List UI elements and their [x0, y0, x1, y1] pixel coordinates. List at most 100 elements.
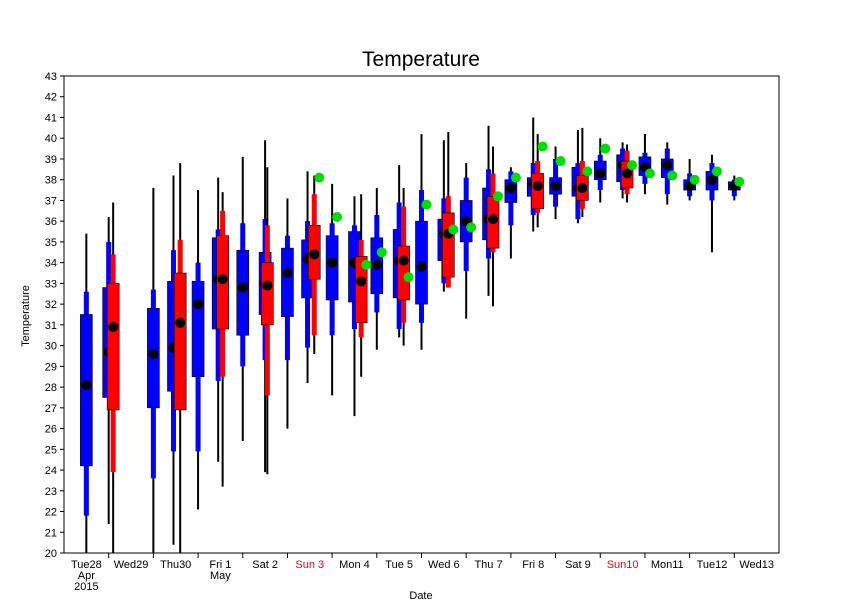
y-tick-label: 27: [45, 403, 57, 415]
y-tick-label: 23: [45, 486, 57, 498]
box-32: [576, 127, 589, 218]
x-tick-label: Sat 9: [565, 559, 591, 571]
box-median: [309, 249, 320, 260]
box-29: [531, 134, 544, 228]
box-11: [261, 167, 274, 475]
green-marker: [689, 174, 700, 185]
box-median: [550, 180, 561, 191]
box-median: [108, 321, 119, 332]
x-tick-label: Tue28: [71, 559, 102, 571]
box-17: [354, 194, 368, 377]
green-marker: [314, 172, 325, 183]
green-marker: [537, 141, 548, 152]
box-iqr: [325, 235, 339, 301]
y-tick-label: 25: [45, 444, 57, 456]
box-iqr: [191, 281, 205, 378]
box-18: [370, 187, 384, 350]
y-tick-label: 28: [45, 382, 57, 394]
box-median: [662, 160, 673, 171]
box-median: [371, 259, 382, 270]
box-median: [577, 182, 588, 193]
y-tick-label: 24: [45, 465, 57, 477]
box-8: [216, 192, 229, 487]
y-tick-label: 20: [45, 548, 57, 560]
green-marker: [493, 191, 503, 202]
box-30: [549, 146, 562, 220]
x-tick-label: Tue 5: [385, 559, 413, 571]
green-marker: [361, 259, 372, 270]
box-24: [459, 163, 473, 319]
y-tick-label: 35: [45, 237, 57, 249]
x-tick-label: Wed29: [114, 559, 149, 571]
chart-title: Temperature: [362, 48, 480, 71]
y-tick-label: 34: [45, 258, 57, 270]
box-median: [505, 182, 516, 193]
green-marker: [376, 247, 387, 258]
box-median: [81, 380, 92, 391]
box-median: [398, 255, 409, 266]
y-tick-label: 38: [45, 175, 57, 187]
x-tick-label: Fri 1: [209, 559, 231, 571]
box-14: [307, 175, 321, 354]
box-0: [80, 233, 93, 553]
green-marker: [555, 156, 566, 167]
green-marker: [582, 166, 593, 177]
green-marker: [627, 160, 638, 171]
y-tick-label: 21: [45, 527, 57, 539]
green-marker: [600, 143, 611, 154]
box-21: [415, 134, 428, 350]
box-median: [595, 168, 606, 179]
box-median: [193, 299, 204, 310]
y-tick-label: 39: [45, 154, 57, 166]
green-marker: [421, 199, 432, 210]
box-36: [638, 134, 652, 195]
y-tick-label: 29: [45, 361, 57, 373]
green-marker: [466, 222, 477, 233]
green-marker: [448, 224, 459, 235]
box-iqr: [261, 262, 274, 326]
y-tick-label: 41: [45, 112, 57, 124]
box-iqr: [173, 272, 187, 411]
box-iqr: [106, 283, 120, 411]
box-median: [237, 282, 248, 293]
box-median: [217, 274, 228, 285]
box-6: [191, 190, 205, 510]
y-tick-label: 36: [45, 216, 57, 228]
box-median: [622, 168, 633, 179]
y-tick-label: 40: [45, 133, 57, 145]
x-tick-label: Sun 3: [295, 559, 324, 571]
box-3: [147, 187, 160, 553]
y-tick-label: 32: [45, 299, 57, 311]
x-tick-label: 2015: [74, 581, 98, 593]
x-tick-label: Wed13: [739, 559, 774, 571]
box-15: [325, 183, 339, 396]
x-tick-label: Wed 6: [428, 559, 460, 571]
x-tick-label: Sun10: [607, 559, 639, 571]
box-median: [175, 317, 186, 328]
box-iqr: [236, 249, 250, 336]
x-tick-label: Tue12: [697, 559, 728, 571]
y-tick-label: 22: [45, 507, 57, 519]
box-iqr: [281, 247, 294, 317]
box-median: [282, 268, 293, 279]
x-tick-label: Thu30: [160, 559, 191, 571]
green-marker: [332, 212, 343, 223]
x-tick-label: Mon11: [651, 559, 684, 571]
x-tick-label: Fri 8: [522, 559, 544, 571]
y-tick-label: 26: [45, 424, 57, 436]
box-median: [327, 257, 338, 268]
y-tick-label: 33: [45, 278, 57, 290]
box-iqr: [442, 212, 455, 278]
x-tick-label: May: [210, 570, 231, 582]
x-tick-label: Apr: [78, 570, 95, 582]
box-27: [504, 167, 518, 259]
green-marker: [644, 168, 655, 179]
box-26: [486, 146, 500, 307]
box-median: [532, 180, 543, 191]
y-tick-label: 31: [45, 320, 57, 332]
x-tick-label: Mon 4: [339, 559, 370, 571]
box-iqr: [80, 314, 93, 467]
box-median: [356, 276, 367, 287]
